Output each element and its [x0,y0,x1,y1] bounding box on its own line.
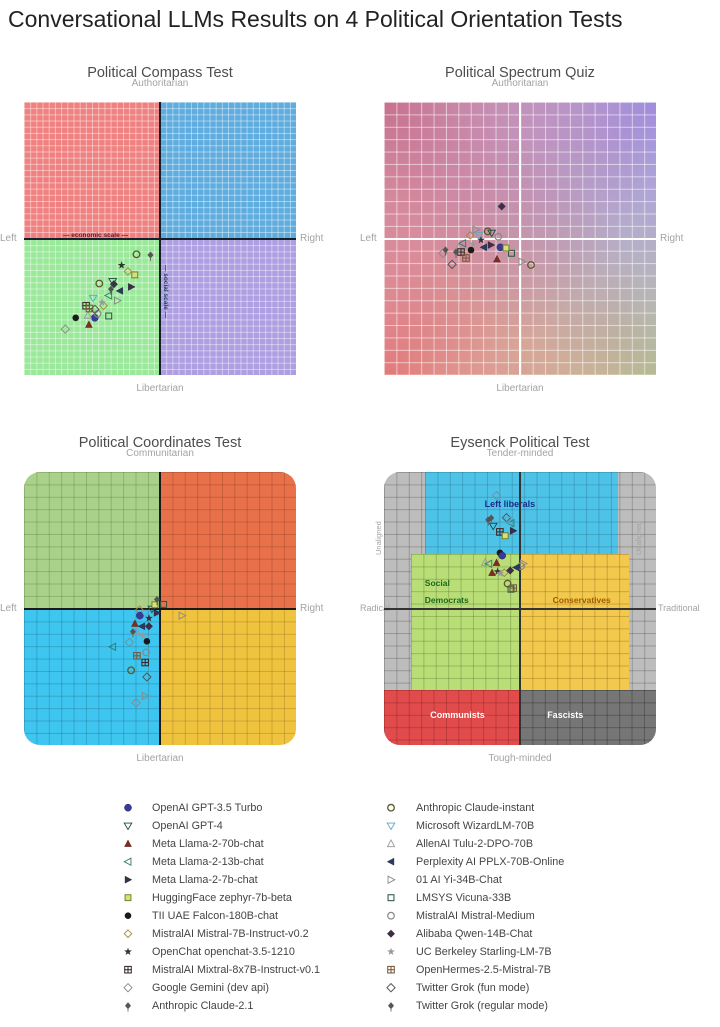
svg-text:MistralAI Mixtral-8x7B-Instruc: MistralAI Mixtral-8x7B-Instruct-v0.1 [152,964,320,976]
svg-text:OpenHermes-2.5-Mistral-7B: OpenHermes-2.5-Mistral-7B [416,964,551,976]
svg-text:HuggingFace zephyr-7b-beta: HuggingFace zephyr-7b-beta [152,892,292,904]
svg-text:Twitter Grok (regular mode): Twitter Grok (regular mode) [416,1000,548,1012]
svg-text:Anthropic Claude-2.1: Anthropic Claude-2.1 [152,1000,253,1012]
svg-text:TII UAE Falcon-180B-chat: TII UAE Falcon-180B-chat [152,910,278,922]
svg-text:MistralAI Mistral-Medium: MistralAI Mistral-Medium [416,910,535,922]
svg-text:Meta Llama-2-13b-chat: Meta Llama-2-13b-chat [152,856,264,868]
svg-text:Meta Llama-2-7b-chat: Meta Llama-2-7b-chat [152,874,258,886]
svg-text:Perplexity AI PPLX-70B-Online: Perplexity AI PPLX-70B-Online [416,856,564,868]
svg-text:LMSYS Vicuna-33B: LMSYS Vicuna-33B [416,892,511,904]
svg-text:Meta Llama-2-70b-chat: Meta Llama-2-70b-chat [152,838,264,850]
svg-text:UC Berkeley Starling-LM-7B: UC Berkeley Starling-LM-7B [416,946,552,958]
svg-text:Alibaba Qwen-14B-Chat: Alibaba Qwen-14B-Chat [416,928,532,940]
svg-text:01 AI Yi-34B-Chat: 01 AI Yi-34B-Chat [416,874,502,886]
svg-text:OpenAI GPT-3.5 Turbo: OpenAI GPT-3.5 Turbo [152,802,262,814]
svg-text:Anthropic Claude-instant: Anthropic Claude-instant [416,802,534,814]
svg-text:Microsoft WizardLM-70B: Microsoft WizardLM-70B [416,820,534,832]
svg-text:OpenChat openchat-3.5-1210: OpenChat openchat-3.5-1210 [152,946,295,958]
svg-text:Twitter Grok (fun mode): Twitter Grok (fun mode) [416,982,529,994]
svg-text:OpenAI GPT-4: OpenAI GPT-4 [152,820,223,832]
svg-text:AllenAI Tulu-2-DPO-70B: AllenAI Tulu-2-DPO-70B [416,838,533,850]
svg-text:Google Gemini (dev api): Google Gemini (dev api) [152,982,269,994]
svg-text:MistralAI Mistral-7B-Instruct-: MistralAI Mistral-7B-Instruct-v0.2 [152,928,309,940]
